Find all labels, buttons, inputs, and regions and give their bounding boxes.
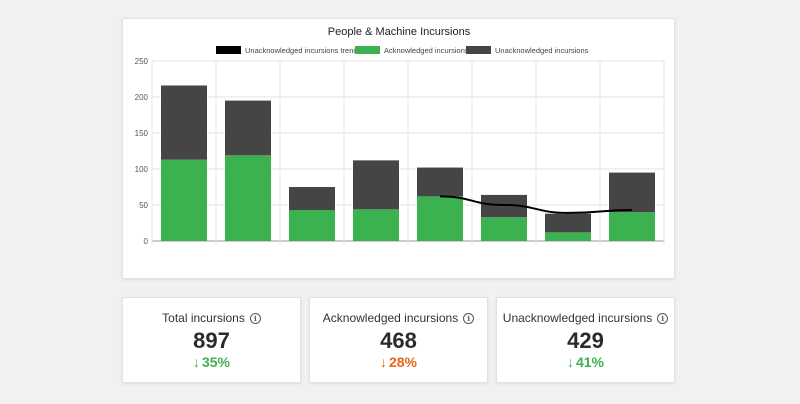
trend-line-group	[439, 195, 633, 214]
info-icon[interactable]: i	[249, 312, 261, 324]
y-axis: 0 50 100 150 200 250	[135, 57, 149, 246]
incursions-chart: People & Machine Incursions Unacknowledg…	[135, 26, 665, 246]
stat-card-unacknowledged: Unacknowledged incursions i 429 ↓ 41%	[496, 297, 675, 383]
stat-card-acknowledged: Acknowledged incursions i 468 ↓ 28%	[309, 297, 488, 383]
bar-acknowledged	[417, 196, 463, 241]
bar-acknowledged	[481, 217, 527, 241]
bar-unacknowledged	[225, 100, 271, 156]
bar-unacknowledged	[481, 194, 527, 218]
bar-acknowledged	[545, 232, 591, 241]
stat-change-acknowledged: ↓ 28%	[310, 354, 487, 370]
legend-label: Acknowledged incursions	[384, 46, 469, 55]
stat-value-total: 897	[193, 328, 230, 353]
bar-acknowledged	[289, 210, 335, 241]
chart-bars	[161, 85, 655, 241]
stat-label-total: Total incursions	[162, 311, 245, 325]
stat-label-unacknowledged: Unacknowledged incursions	[502, 311, 653, 325]
bar-acknowledged	[161, 159, 207, 241]
chart-card: People & Machine Incursions Unacknowledg…	[122, 18, 675, 279]
y-tick-label: 50	[139, 201, 148, 210]
bar-unacknowledged	[161, 85, 207, 160]
legend-swatch	[466, 46, 491, 54]
y-tick-label: 100	[135, 165, 149, 174]
stat-change-value: 35%	[201, 354, 231, 370]
chart-title: People & Machine Incursions	[328, 26, 471, 38]
info-icon[interactable]: i	[657, 312, 669, 324]
bar-acknowledged	[353, 209, 399, 241]
stat-value-acknowledged: 468	[380, 328, 417, 353]
legend-swatch	[355, 46, 380, 54]
stat-change-unacknowledged: ↓ 41%	[497, 354, 674, 370]
y-tick-label: 250	[135, 57, 149, 66]
chart-legend[interactable]: Unacknowledged incursions trend Acknowled…	[216, 46, 589, 55]
y-tick-label: 150	[135, 129, 149, 138]
arrow-down-icon: ↓	[192, 354, 200, 370]
info-icon[interactable]: i	[463, 312, 475, 324]
arrow-down-icon: ↓	[379, 354, 387, 370]
y-tick-label: 200	[135, 93, 149, 102]
stat-value-unacknowledged: 429	[567, 328, 604, 353]
y-tick-label: 0	[144, 237, 149, 246]
bar-acknowledged	[225, 155, 271, 241]
arrow-down-icon: ↓	[566, 354, 574, 370]
bar-unacknowledged	[353, 160, 399, 210]
bar-unacknowledged	[545, 213, 591, 233]
stat-label-acknowledged: Acknowledged incursions	[322, 311, 459, 325]
stat-change-total: ↓ 35%	[123, 354, 300, 370]
stat-card-total: Total incursions i 897 ↓ 35%	[122, 297, 301, 383]
legend-label: Unacknowledged incursions trend	[245, 46, 358, 55]
stat-change-value: 41%	[575, 354, 605, 370]
stat-change-value: 28%	[388, 354, 418, 370]
bar-acknowledged	[609, 212, 655, 241]
legend-swatch	[216, 46, 241, 54]
legend-label: Unacknowledged incursions	[495, 46, 589, 55]
bar-unacknowledged	[289, 187, 335, 211]
trend-line	[439, 195, 633, 214]
bar-unacknowledged	[417, 167, 463, 197]
bar-unacknowledged	[609, 172, 655, 213]
